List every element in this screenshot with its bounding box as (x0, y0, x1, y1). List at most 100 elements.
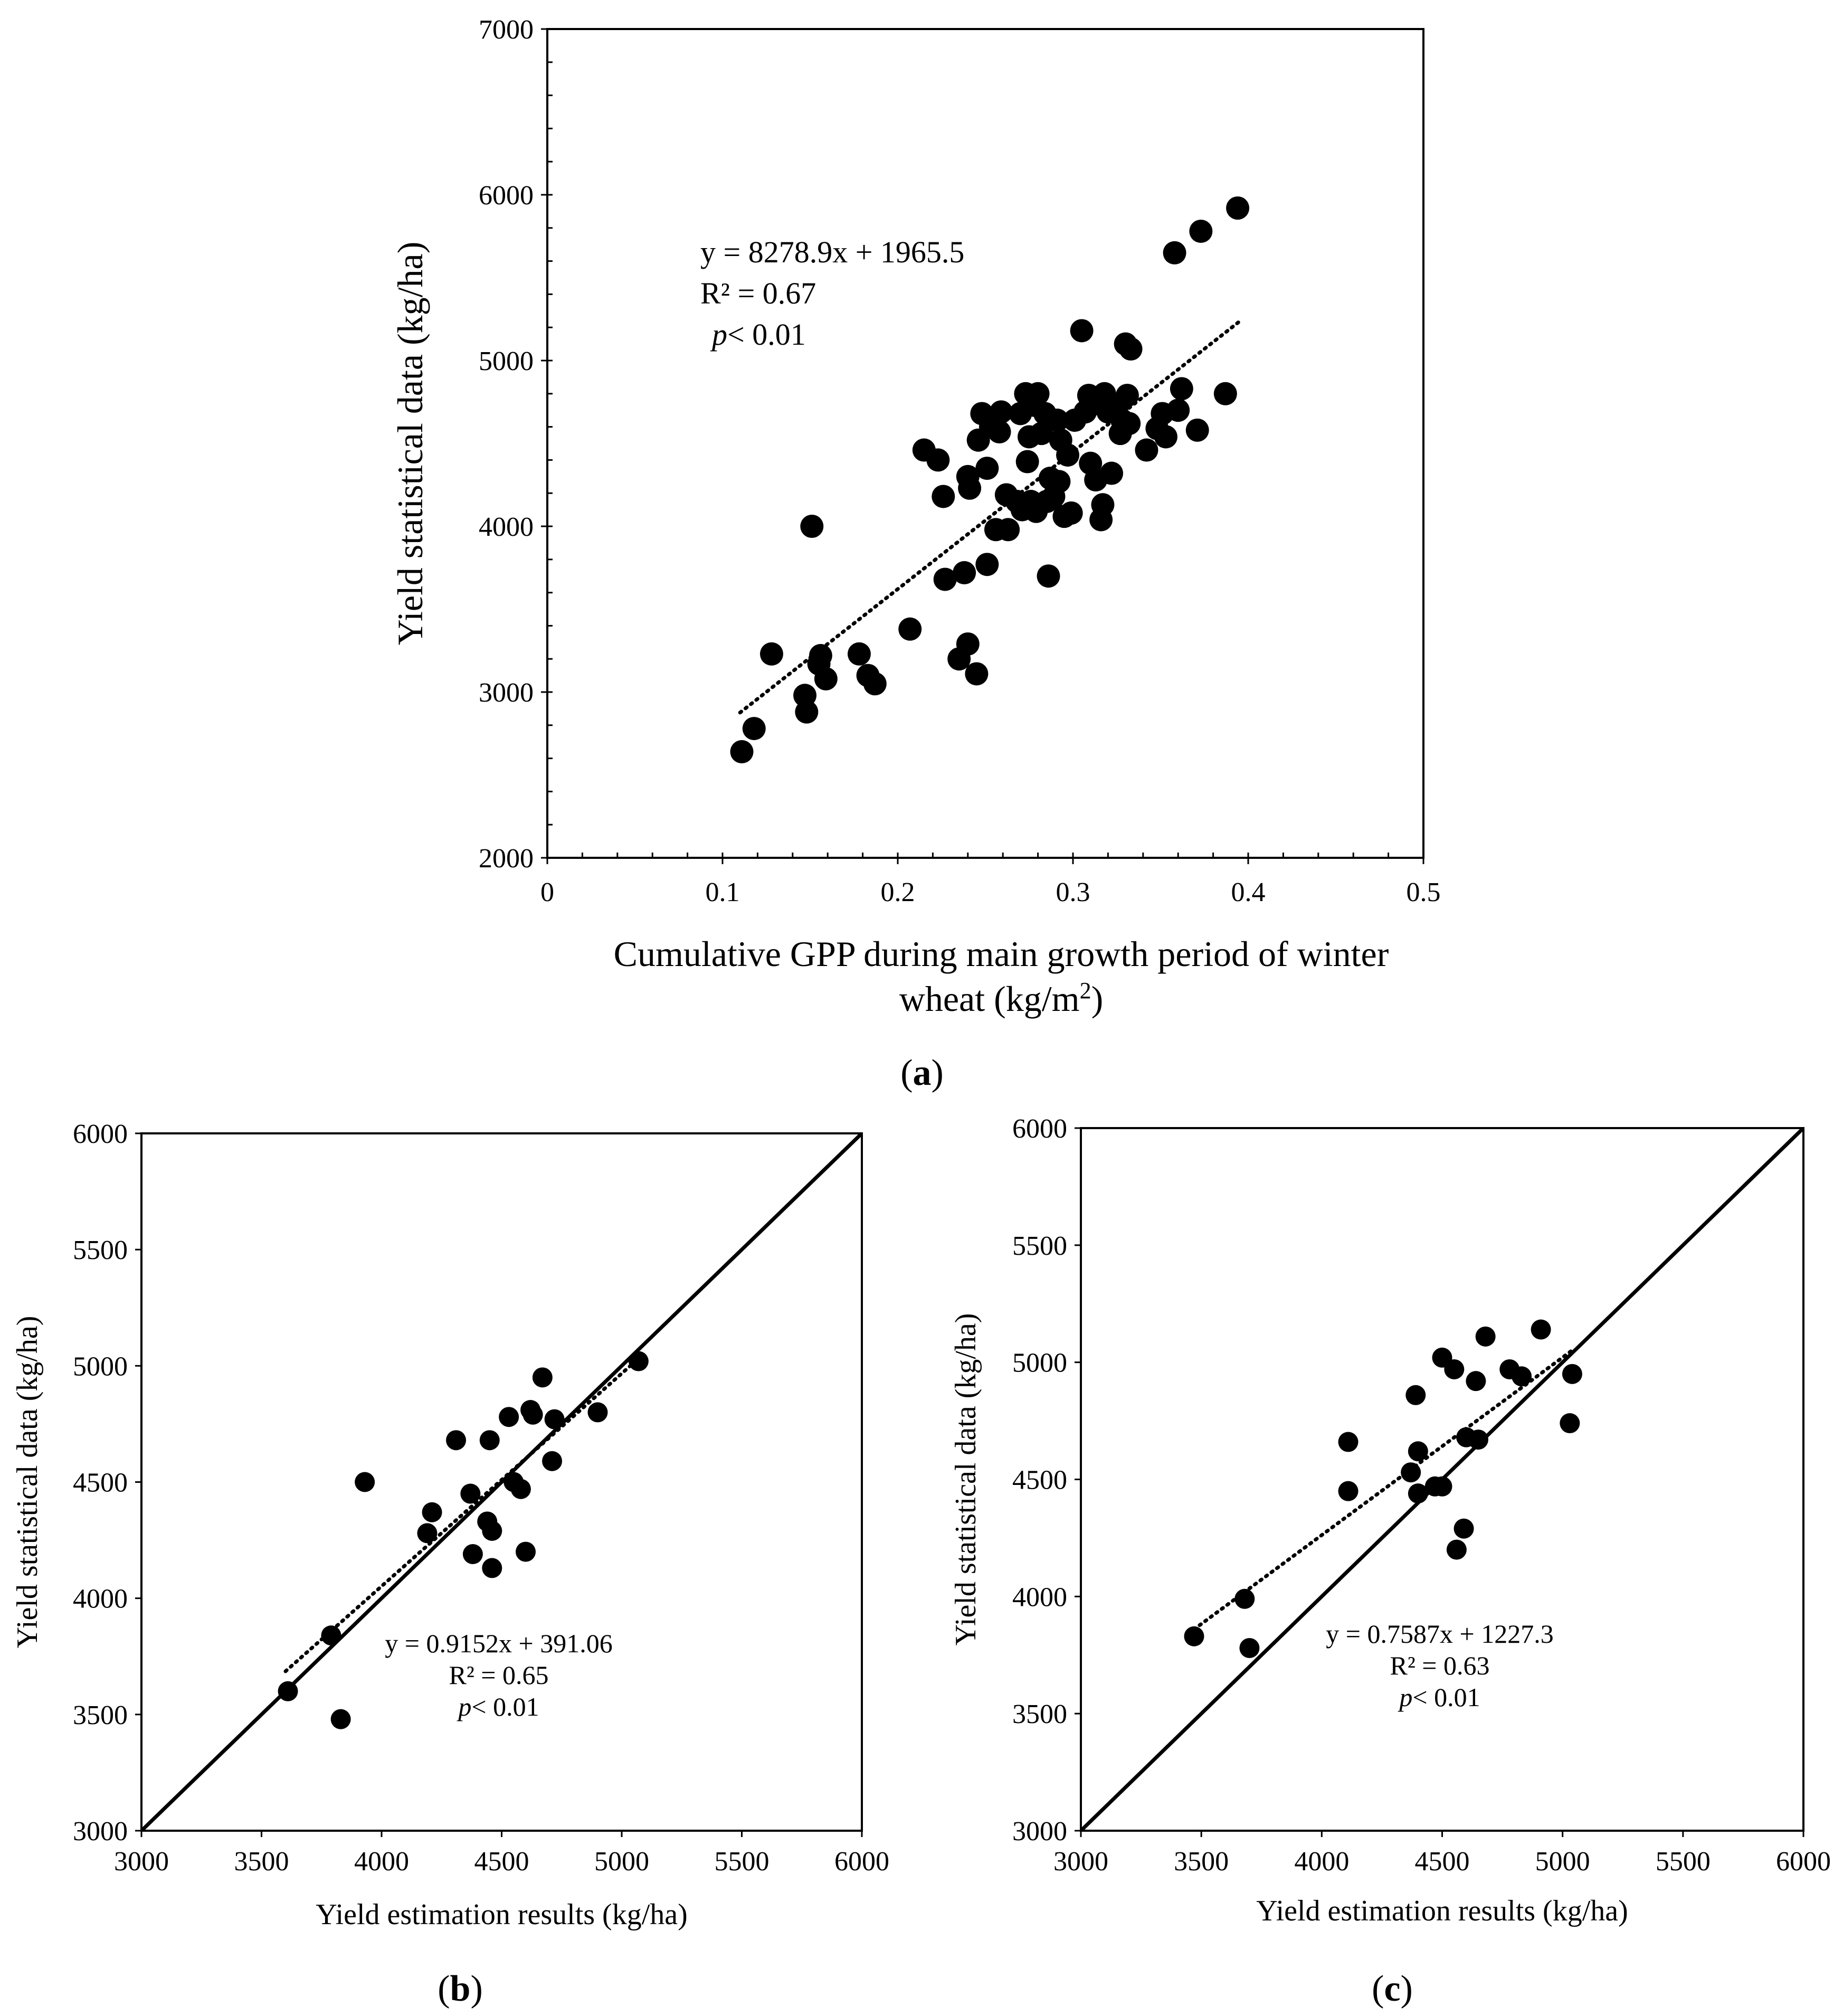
data-point (330, 1709, 351, 1729)
data-point (1475, 1326, 1496, 1347)
data-point (532, 1367, 553, 1388)
data-point (933, 567, 957, 591)
data-point (482, 1520, 502, 1541)
data-point (1056, 443, 1080, 467)
data-point (1234, 1588, 1255, 1609)
data-point (1226, 196, 1250, 220)
x-tick-label: 6000 (1776, 1847, 1831, 1877)
x-axis-title-line1: Cumulative GPP during main growth period… (614, 934, 1389, 974)
data-point (742, 717, 766, 741)
y-tick-label: 4000 (479, 512, 534, 542)
data-point (321, 1625, 341, 1646)
data-point (1154, 425, 1177, 449)
data-point (932, 485, 955, 508)
data-point (417, 1523, 438, 1544)
r-squared-label: R² = 0.67 (700, 276, 816, 310)
data-point (956, 632, 980, 656)
data-point (1015, 450, 1039, 474)
data-point (482, 1558, 502, 1578)
x-tick-label: 3000 (114, 1847, 169, 1877)
data-point (1026, 382, 1050, 405)
data-point (847, 642, 871, 666)
chart-panel-b: 3000 3500 4000 4500 5000 5500 6000 3000 3500 4000… (11, 1119, 889, 2009)
data-point (795, 700, 819, 724)
y-tick-label: 2000 (479, 844, 534, 874)
data-point (965, 662, 989, 686)
p-value-label: p< 0.01 (710, 317, 806, 352)
data-point (1401, 1462, 1421, 1483)
y-tick-label: 5000 (73, 1351, 128, 1381)
x-tick-label: 0.5 (1407, 877, 1441, 907)
regression-equation: y = 0.9152x + 391.06 (385, 1629, 612, 1658)
chart-panel-c: 3000 3500 4000 4500 5000 5500 6000 3000 3500 4000… (949, 1114, 1831, 2009)
data-point (1059, 501, 1083, 525)
y-tick-label: 6000 (1012, 1114, 1067, 1144)
y-tick-label: 5000 (1012, 1348, 1067, 1378)
x-tick-label: 3500 (1174, 1847, 1229, 1877)
y-tick-label: 3500 (1012, 1699, 1067, 1729)
x-tick-label: 5500 (715, 1847, 770, 1877)
y-tick-label: 3000 (73, 1816, 128, 1847)
data-point (1560, 1413, 1580, 1434)
x-tick-label: 0.2 (881, 877, 915, 907)
data-point (730, 740, 754, 764)
data-point (1239, 1638, 1260, 1658)
data-point (1163, 241, 1186, 264)
data-point (1466, 1371, 1486, 1392)
y-axis-title: Yield statistical data (kg/ha) (390, 242, 430, 646)
regression-equation: y = 0.7587x + 1227.3 (1326, 1619, 1553, 1649)
data-point (1408, 1441, 1428, 1462)
data-point (1135, 438, 1158, 462)
data-point (1070, 319, 1094, 343)
x-tick-label: 6000 (834, 1847, 889, 1877)
x-tick-label: 4500 (474, 1847, 529, 1877)
x-tick-label: 0.1 (706, 877, 740, 907)
r-squared-label: R² = 0.63 (1390, 1651, 1489, 1680)
x-axis-title-line2: wheat (kg/m2) (899, 978, 1103, 1019)
r-squared-label: R² = 0.65 (449, 1660, 548, 1690)
data-point (898, 617, 922, 641)
one-to-one-line (141, 1133, 862, 1831)
data-point (1408, 1483, 1428, 1504)
y-tick-label: 3000 (1012, 1816, 1067, 1847)
p-value-label: p< 0.01 (457, 1692, 539, 1721)
data-point (975, 553, 999, 576)
y-tick-label: 4500 (73, 1468, 128, 1498)
y-tick-label: 5500 (1012, 1231, 1067, 1261)
data-point (1338, 1432, 1358, 1452)
panel-caption: (a) (900, 1053, 944, 1093)
y-tick-label: 4500 (1012, 1465, 1067, 1496)
data-point (499, 1407, 519, 1427)
data-point (1115, 383, 1139, 407)
data-point (987, 420, 1011, 444)
data-point (1166, 399, 1190, 422)
data-point (544, 1409, 565, 1430)
data-point (863, 672, 887, 696)
data-point (522, 1404, 543, 1425)
data-point (1046, 409, 1069, 432)
data-point (1338, 1481, 1358, 1501)
x-tick-label: 5000 (1535, 1847, 1590, 1877)
y-axis-title: Yield statistical data (kg/ha) (949, 1313, 982, 1646)
panel-caption: (c) (1372, 1968, 1413, 2009)
data-point (996, 518, 1020, 542)
data-point (975, 457, 999, 480)
data-point (1100, 461, 1124, 485)
y-tick-label: 6000 (73, 1119, 128, 1149)
data-point (989, 400, 1013, 424)
data-point (1405, 1385, 1426, 1405)
x-tick-label: 4000 (1294, 1847, 1349, 1877)
data-point (1030, 422, 1053, 446)
data-point (516, 1541, 536, 1562)
data-point (800, 515, 824, 538)
x-tick-label: 5500 (1656, 1847, 1711, 1877)
trendline (283, 1359, 638, 1673)
data-point (278, 1681, 298, 1701)
x-axis-title: Yield estimation results (kg/ha) (316, 1898, 688, 1931)
data-point (814, 667, 838, 690)
x-tick-label: 0 (540, 877, 554, 907)
data-point (1170, 377, 1193, 401)
y-tick-label: 5000 (479, 346, 534, 376)
x-tick-label: 0.4 (1231, 877, 1266, 907)
